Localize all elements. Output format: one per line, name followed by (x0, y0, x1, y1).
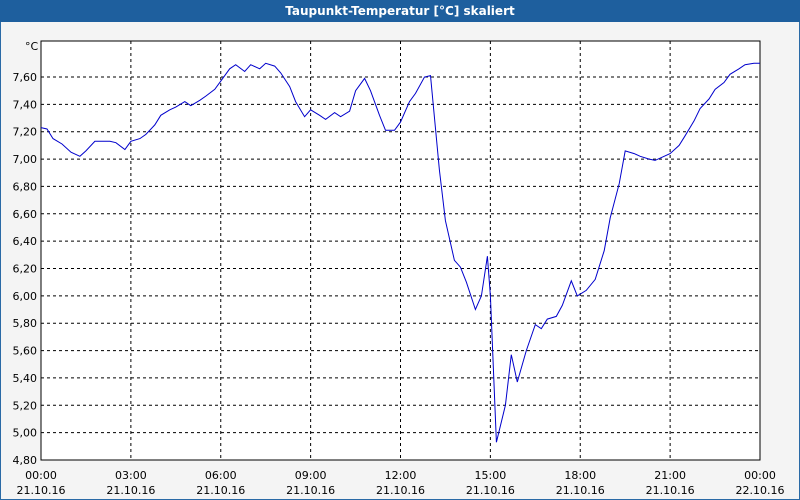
y-tick-label: 5,80 (13, 317, 38, 330)
x-tick-labels: 00:00 21.10.16 03:00 21.10.16 06:00 21.10.16 0… (17, 469, 785, 497)
series-line (40, 62, 760, 443)
x-tick-time: 09:00 (295, 469, 327, 482)
x-tick-date: 21.10.16 (17, 484, 66, 497)
x-tick-date: 21.10.16 (286, 484, 335, 497)
x-tick-time: 21:00 (654, 469, 686, 482)
x-tick-time: 00:00 (744, 469, 776, 482)
y-tick-label: 6,40 (13, 235, 38, 248)
x-tick-date: 21.10.16 (466, 484, 515, 497)
y-tick-labels: 7,60 7,40 7,20 7,00 6,80 6,60 6,40 6,20 6,00 5,80… (13, 71, 38, 467)
x-tick-date: 21.10.16 (196, 484, 245, 497)
x-tick-time: 18:00 (564, 469, 596, 482)
y-tick-label: 7,40 (13, 98, 38, 111)
x-tick-time: 15:00 (475, 469, 507, 482)
window-title: Taupunkt-Temperatur [°C] skaliert (0, 0, 800, 22)
y-axis-unit: °C (25, 40, 39, 53)
y-tick-label: 5,20 (13, 399, 38, 412)
x-tick-time: 03:00 (115, 469, 147, 482)
y-tick-label: 6,80 (13, 180, 38, 193)
x-tick-date: 21.10.16 (556, 484, 605, 497)
y-tick-label: 6,20 (13, 263, 38, 276)
x-tick-time: 00:00 (25, 469, 57, 482)
grid-lines (41, 41, 760, 461)
x-tick-date: 21.10.16 (106, 484, 155, 497)
x-tick-date: 22.10.16 (736, 484, 785, 497)
y-tick-label: 5,00 (13, 427, 38, 440)
x-tick-date: 21.10.16 (646, 484, 695, 497)
y-tick-label: 6,60 (13, 208, 38, 221)
y-tick-label: 7,60 (13, 71, 38, 84)
x-tick-date: 21.10.16 (376, 484, 425, 497)
y-tick-label: 7,00 (13, 153, 38, 166)
y-tick-label: 6,00 (13, 290, 38, 303)
y-tick-label: 5,40 (13, 372, 38, 385)
y-tick-label: 4,80 (13, 454, 38, 467)
y-tick-label: 5,60 (13, 345, 38, 358)
y-tick-label: 7,20 (13, 126, 38, 139)
x-tick-time: 06:00 (205, 469, 237, 482)
x-tick-time: 12:00 (385, 469, 417, 482)
